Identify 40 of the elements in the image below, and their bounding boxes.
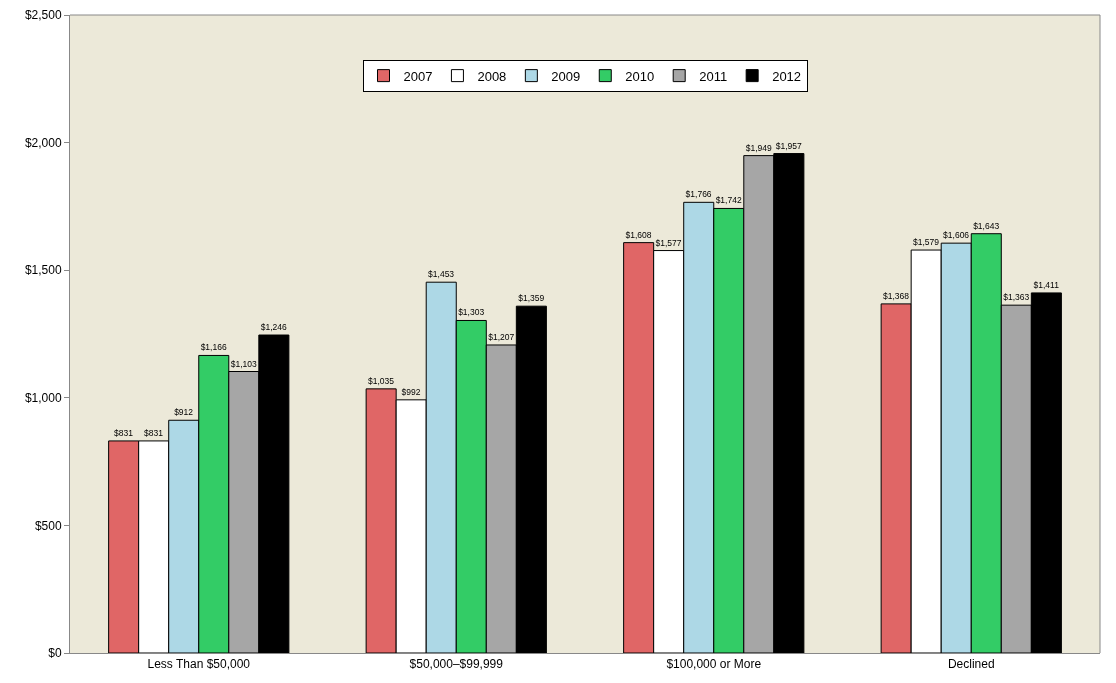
data-label: $1,368 <box>883 290 910 301</box>
data-label: $1,742 <box>715 195 742 206</box>
data-label: $1,411 <box>1033 279 1060 290</box>
x-tick-label: $100,000 or More <box>666 657 762 672</box>
data-label: $1,246 <box>260 322 287 333</box>
legend-label: 2012 <box>772 68 802 84</box>
y-tick-label: $1,500 <box>24 263 62 278</box>
data-label: $1,608 <box>625 229 652 240</box>
x-tick-label: Declined <box>947 657 995 672</box>
y-tick-label: $0 <box>48 646 62 661</box>
data-label: $992 <box>401 386 421 397</box>
legend-label: 2008 <box>477 68 507 84</box>
data-label: $1,103 <box>230 358 257 369</box>
x-tick-label: $50,000–$99,999 <box>409 657 504 672</box>
data-label: $1,949 <box>745 142 772 153</box>
data-label: $1,207 <box>488 331 515 342</box>
data-label: $1,359 <box>518 293 545 304</box>
y-tick-label: $2,000 <box>24 135 62 150</box>
data-label: $1,303 <box>458 307 485 318</box>
y-tick-label: $500 <box>34 518 62 533</box>
x-tick-label: Less Than $50,000 <box>147 657 251 672</box>
data-label: $831 <box>114 427 134 438</box>
data-label: $1,453 <box>428 269 455 280</box>
data-label: $1,577 <box>655 237 682 248</box>
data-label: $831 <box>144 427 164 438</box>
data-label: $1,957 <box>775 140 802 151</box>
legend-label: 2007 <box>403 68 433 84</box>
data-label: $1,606 <box>943 230 970 241</box>
legend-label: 2011 <box>699 68 728 84</box>
data-label: $1,766 <box>685 189 712 200</box>
y-tick-label: $2,500 <box>24 8 62 23</box>
data-label: $1,363 <box>1003 292 1030 303</box>
data-label: $1,643 <box>973 220 1000 231</box>
data-label: $1,579 <box>913 237 940 248</box>
data-label: $1,166 <box>200 342 227 353</box>
data-label: $912 <box>174 407 194 418</box>
data-label: $1,035 <box>368 375 395 386</box>
y-tick-label: $1,000 <box>24 391 62 405</box>
legend-label: 2009 <box>551 68 581 84</box>
legend-label: 2010 <box>625 68 655 84</box>
